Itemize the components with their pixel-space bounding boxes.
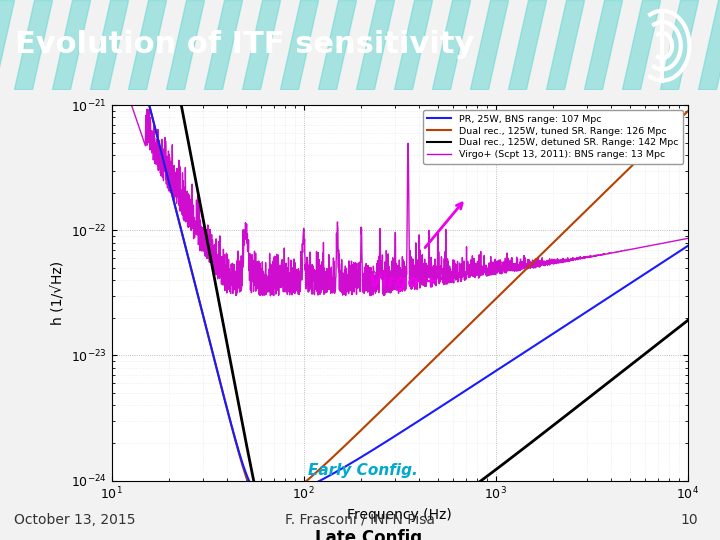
Y-axis label: h (1/√Hz): h (1/√Hz) <box>51 261 66 325</box>
Text: Late Config.: Late Config. <box>315 529 428 540</box>
Text: October 13, 2015: October 13, 2015 <box>14 512 136 526</box>
X-axis label: Frequency (Hz): Frequency (Hz) <box>347 508 452 522</box>
Text: Early Config.: Early Config. <box>307 463 418 478</box>
Text: F. Frasconi / INFN Pisa: F. Frasconi / INFN Pisa <box>285 512 435 526</box>
Text: Virgo +: Virgo + <box>369 273 439 292</box>
Text: 10: 10 <box>681 512 698 526</box>
Legend: PR, 25W, BNS range: 107 Mpc, Dual rec., 125W, tuned SR. Range: 126 Mpc, Dual rec: PR, 25W, BNS range: 107 Mpc, Dual rec., … <box>423 110 683 164</box>
Text: Evolution of ITF sensitivity: Evolution of ITF sensitivity <box>15 30 474 59</box>
